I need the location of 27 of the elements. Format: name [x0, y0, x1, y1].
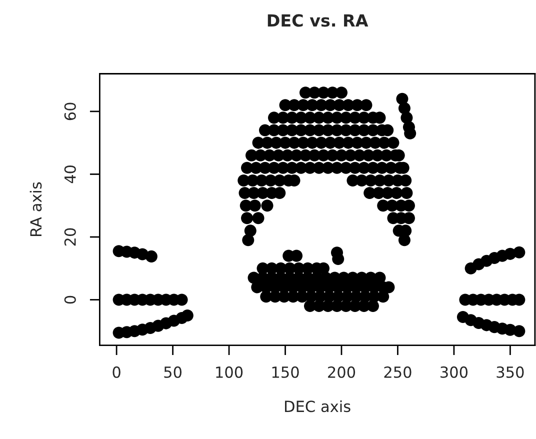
- x-tick-label: 250: [384, 366, 412, 378]
- x-tick-label: 200: [328, 366, 356, 378]
- y-axis-title: RA axis: [30, 182, 42, 236]
- point: [513, 325, 526, 338]
- point: [252, 212, 264, 224]
- chart-title: DEC vs. RA: [268, 14, 368, 27]
- y-tick-label: 60: [64, 102, 76, 120]
- x-axis-title: DEC axis: [285, 400, 350, 412]
- x-tick-label: 0: [112, 366, 120, 378]
- x-tick-label: 300: [440, 366, 468, 378]
- x-tick-label: 150: [272, 366, 299, 378]
- x-tick-label: 100: [216, 366, 243, 378]
- y-tick-label: 0: [64, 296, 76, 304]
- y-tick-label: 20: [64, 228, 76, 246]
- x-tick-label: 50: [164, 366, 182, 378]
- x-tick-label: 350: [496, 366, 524, 378]
- point: [390, 187, 403, 200]
- point: [261, 200, 274, 212]
- y-tick-label: 40: [64, 165, 76, 184]
- point: [400, 187, 413, 200]
- point: [181, 309, 194, 322]
- point: [398, 234, 410, 246]
- point: [145, 250, 158, 262]
- point: [242, 234, 254, 246]
- point: [513, 246, 526, 258]
- point: [241, 212, 254, 224]
- point: [248, 200, 261, 212]
